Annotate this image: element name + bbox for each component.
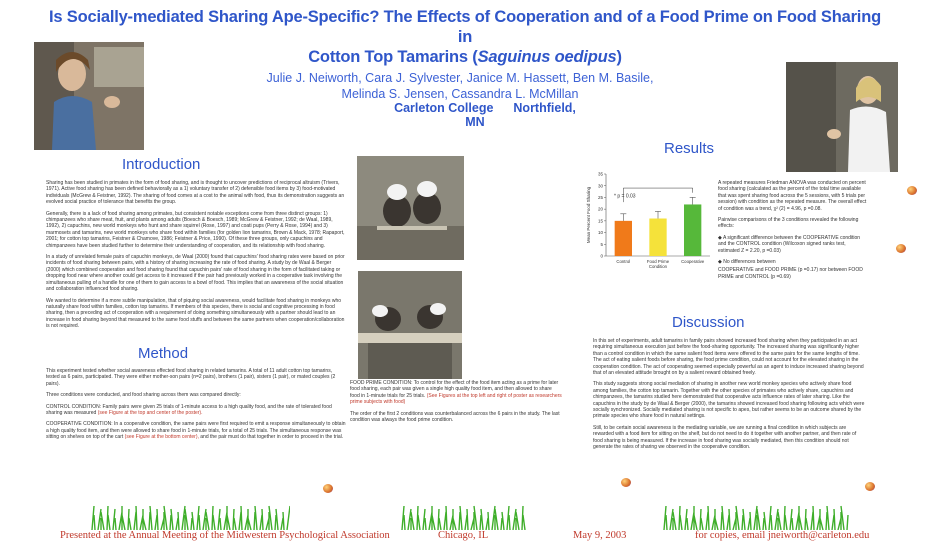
method-body-right: FOOD PRIME CONDITION: To control for the… — [350, 380, 562, 428]
author-list: Julie J. Neiworth, Cara J. Sylvester, Ja… — [220, 70, 700, 102]
title-line-2-prefix: Cotton Top Tamarins ( — [308, 48, 478, 66]
food-prime-text: FOOD PRIME CONDITION: To control for the… — [350, 380, 559, 399]
discussion-paragraph-3: Still, to be certain social awareness is… — [593, 424, 857, 451]
cooperative-condition-text: COOPERATIVE CONDITION: In a cooperative … — [46, 421, 346, 441]
poster-title: Is Socially-mediated Sharing Ape-Specifi… — [40, 7, 890, 67]
bar-0 — [614, 220, 632, 256]
discussion-body: In this set of experiments, adult tamari… — [593, 338, 865, 456]
tamarins-top-drawing — [357, 156, 464, 260]
footer-meeting: Presented at the Annual Meeting of the M… — [60, 530, 390, 541]
intro-paragraph-2: Generally, there is a lack of food shari… — [46, 210, 345, 249]
cooperative-condition-tail: and the pair must do that together in or… — [198, 434, 344, 441]
title-line-1: Is Socially-mediated Sharing Ape-Specifi… — [49, 8, 881, 46]
discussion-paragraph-2: This study suggests strong social mediat… — [593, 381, 865, 420]
results-significant-text: A significant difference between the COO… — [718, 234, 861, 254]
y-tick-label: 15 — [598, 218, 604, 223]
grass-blades — [401, 505, 526, 530]
introduction-heading: Introduction — [122, 156, 201, 173]
bar-1 — [649, 218, 667, 256]
flower-bug-icon — [865, 482, 875, 491]
cooperative-condition-paragraph: COOPERATIVE CONDITION: In a cooperative … — [46, 421, 346, 440]
y-tick-label: 20 — [598, 207, 604, 212]
results-paragraph-5: COOPERATIVE and FOOD PRIME (p =0.17) nor… — [718, 267, 863, 280]
photo-researcher-left — [34, 42, 144, 150]
results-paragraph-2: Pairwise comparisons of the 3 conditions… — [718, 217, 859, 230]
method-body-left: This experiment tested whether social aw… — [46, 368, 346, 446]
tamarins-bottom-drawing — [358, 271, 462, 379]
results-paragraph-3: ◆ A significant difference between the C… — [718, 235, 868, 254]
control-condition-text: CONTROL CONDITION: Family pairs were giv… — [46, 403, 332, 417]
y-tick-label: 0 — [600, 254, 603, 259]
results-body: A repeated measures Friedman ANOVA was c… — [718, 180, 868, 285]
results-paragraph-4: ◆ No differences between — [718, 259, 868, 265]
title-line-2-suffix: ) — [616, 48, 622, 66]
photo-tamarins-bottom — [358, 271, 462, 379]
results-no-diff-text: No differences between — [723, 259, 776, 266]
bar-2 — [684, 204, 702, 256]
intro-paragraph-1: Sharing has been studied in primates in … — [46, 180, 345, 206]
flower-bug-icon — [896, 244, 906, 253]
footer-contact: for copies, email jneiworth@carleton.edu — [695, 530, 870, 541]
photo-tamarins-top — [357, 156, 464, 260]
x-tick-label: Condition — [649, 264, 668, 269]
authors-line-1: Julie J. Neiworth, Cara J. Sylvester, Ja… — [266, 71, 654, 85]
significance-annotation: * p = 0.03 — [614, 193, 636, 199]
method-paragraph-1: This experiment tested whether social aw… — [46, 368, 336, 387]
species-name: Saguinus oedipus — [477, 48, 617, 66]
control-condition-figure-ref: (see Figure at the top and center of the… — [96, 410, 203, 417]
flower-bug-icon — [907, 186, 917, 195]
x-tick-label: Control — [616, 259, 630, 264]
y-tick-label: 5 — [600, 242, 603, 247]
introduction-body: Sharing has been studied in primates in … — [46, 180, 346, 335]
food-sharing-bar-chart: 0 5 10 15 20 25 30 35 Mean Percent Food Sharing C… — [586, 172, 710, 269]
y-tick-label: 25 — [598, 195, 604, 200]
method-heading: Method — [138, 345, 189, 362]
significance-bracket — [623, 187, 693, 203]
y-tick-label: 10 — [598, 230, 604, 235]
grass-tuft-icon — [663, 505, 849, 530]
cooperative-condition-figure-ref: (see Figure at the bottom center), — [123, 434, 199, 441]
control-condition-paragraph: CONTROL CONDITION: Family pairs were giv… — [46, 404, 346, 417]
method-paragraph-order: The order of the first 2 conditions was … — [350, 410, 560, 424]
flower-bug-icon — [621, 478, 631, 487]
title-line-2: Cotton Top Tamarins (Saguinus oedipus) — [40, 47, 890, 67]
y-tick-label: 30 — [598, 183, 604, 188]
grass-blades — [663, 505, 849, 530]
method-paragraph-2: Three conditions were conducted, and foo… — [46, 392, 241, 399]
discussion-paragraph-1: In this set of experiments, adult tamari… — [593, 338, 864, 377]
diamond-bullet-icon: ◆ — [718, 234, 723, 241]
researcher-photo-right-drawing — [786, 62, 898, 172]
institution-name: Carleton College — [394, 101, 494, 115]
results-heading: Results — [664, 140, 715, 157]
grass-blades — [91, 505, 290, 530]
institution-location: Northfield, MN — [465, 101, 576, 129]
authors-line-2: Melinda S. Jensen, Cassandra L. McMillan — [341, 87, 579, 101]
diamond-bullet-icon: ◆ — [718, 259, 724, 266]
food-prime-paragraph: FOOD PRIME CONDITION: To control for the… — [350, 380, 562, 406]
intro-paragraph-4: We wanted to determine if a more subtle … — [46, 297, 345, 330]
photo-researcher-right — [786, 62, 898, 172]
flower-bug-icon — [323, 484, 333, 493]
footer-city: Chicago, IL — [438, 530, 489, 541]
discussion-heading: Discussion — [672, 314, 745, 331]
intro-paragraph-3: In a study of unrelated female pairs of … — [46, 254, 345, 293]
footer-date: May 9, 2003 — [573, 530, 627, 541]
researcher-photo-left-drawing — [34, 42, 144, 150]
grass-tuft-icon — [401, 505, 526, 530]
y-tick-label: 35 — [598, 172, 604, 177]
grass-tuft-icon — [91, 505, 290, 530]
food-prime-figure-ref: (See Figures at the top left and right o… — [350, 392, 562, 406]
x-tick-label: Cooperative — [681, 259, 705, 264]
y-axis-label: Mean Percent Food Sharing — [586, 186, 591, 243]
institution: Carleton College Northfield, MN — [370, 101, 590, 129]
results-paragraph-1: A repeated measures Friedman ANOVA was c… — [718, 180, 867, 212]
x-tick-label: Food Prime — [647, 259, 670, 264]
